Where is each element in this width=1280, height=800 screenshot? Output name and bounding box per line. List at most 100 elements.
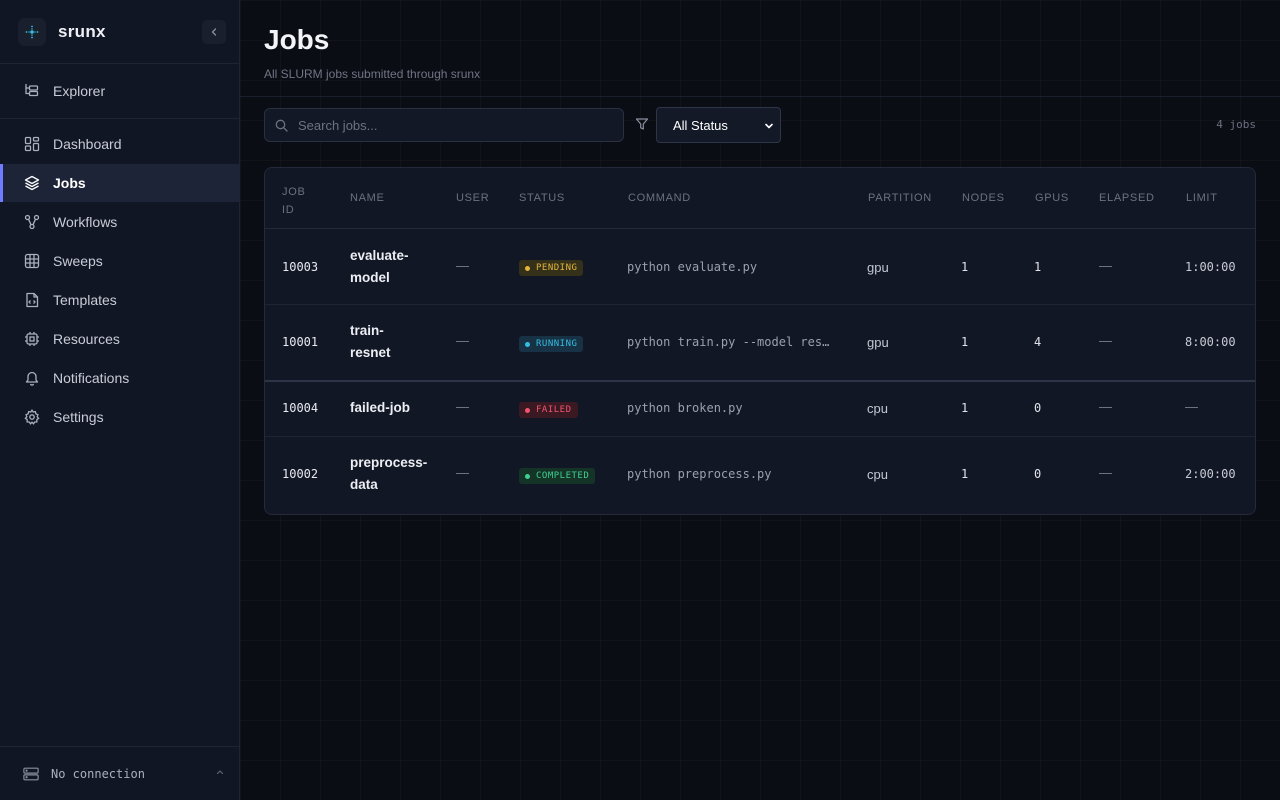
status-dot — [525, 341, 530, 347]
job-user: — — [456, 465, 469, 480]
cpu-icon — [24, 331, 40, 347]
job-partition: gpu — [867, 260, 889, 275]
job-elapsed: — — [1099, 258, 1112, 273]
sidebar-divider — [0, 118, 239, 119]
sidebar-item-settings[interactable]: Settings — [0, 398, 239, 436]
job-gpus: 0 — [1034, 401, 1042, 415]
search-icon — [275, 119, 288, 132]
job-partition: cpu — [867, 401, 888, 416]
job-command: python train.py --model res… — [627, 335, 830, 349]
folder-tree-icon — [24, 83, 40, 99]
status-dot — [525, 265, 530, 271]
status-dot — [525, 473, 530, 479]
job-name-line: train- — [350, 323, 384, 338]
file-code-icon — [24, 292, 40, 308]
column-header-nodes[interactable]: NODES — [962, 192, 1005, 204]
sidebar-item-jobs[interactable]: Jobs — [0, 164, 239, 202]
job-user: — — [456, 258, 469, 273]
table-row[interactable]: 10002 preprocess- data — COMPLETED pytho… — [265, 437, 1255, 514]
status-label: RUNNING — [536, 339, 578, 349]
bell-icon — [24, 370, 40, 386]
job-partition: gpu — [867, 335, 889, 350]
column-header-gpus[interactable]: GPUS — [1035, 192, 1069, 204]
sidebar-item-workflows[interactable]: Workflows — [0, 203, 239, 241]
grid-icon — [24, 253, 40, 269]
sidebar-item-label: Jobs — [53, 175, 86, 191]
job-limit: 8:00:00 — [1185, 335, 1236, 349]
job-name: failed-job — [350, 397, 410, 419]
app-name: srunx — [58, 22, 106, 41]
column-header-status[interactable]: STATUS — [519, 192, 565, 204]
filter-icon — [635, 118, 649, 130]
brand[interactable]: srunx — [18, 17, 106, 47]
status-label: COMPLETED — [536, 471, 590, 481]
status-badge: COMPLETED — [519, 468, 596, 484]
search-input[interactable] — [298, 117, 598, 133]
column-header-limit[interactable]: LIMIT — [1186, 192, 1218, 204]
sidebar-item-explorer[interactable]: Explorer — [0, 72, 239, 110]
gear-icon — [24, 409, 40, 425]
column-header-elapsed[interactable]: ELAPSED — [1099, 192, 1155, 204]
job-count: 4 jobs — [1216, 118, 1256, 131]
chevron-up-icon — [216, 770, 224, 775]
page-title: Jobs — [264, 24, 330, 55]
job-limit: 1:00:00 — [1185, 260, 1236, 274]
job-partition: cpu — [867, 467, 888, 482]
job-command: python broken.py — [627, 401, 743, 415]
layers-icon — [24, 175, 40, 191]
job-name: train- resnet — [350, 320, 391, 364]
sidebar-item-label: Sweeps — [53, 253, 103, 269]
table-row[interactable]: 10004 failed-job — FAILED python broken.… — [265, 382, 1255, 437]
job-name-line: resnet — [350, 345, 391, 360]
table-row[interactable]: 10001 train- resnet — RUNNING python tra… — [265, 305, 1255, 382]
job-nodes: 1 — [961, 335, 969, 349]
sidebar-item-sweeps[interactable]: Sweeps — [0, 242, 239, 280]
connection-selector[interactable]: No connection — [0, 746, 239, 800]
search-box[interactable] — [264, 108, 624, 142]
status-dot — [525, 407, 530, 413]
sidebar: srunx Explorer Dashboard Jobs — [0, 0, 240, 800]
job-gpus: 1 — [1034, 260, 1042, 274]
job-nodes: 1 — [961, 467, 969, 481]
sidebar-item-resources[interactable]: Resources — [0, 320, 239, 358]
job-elapsed: — — [1099, 465, 1112, 480]
job-gpus: 0 — [1034, 467, 1042, 481]
job-elapsed: — — [1099, 399, 1112, 414]
job-limit: 2:00:00 — [1185, 467, 1236, 481]
collapse-sidebar-button[interactable] — [202, 20, 226, 44]
job-user: — — [456, 333, 469, 348]
job-name-line: preprocess- — [350, 455, 428, 470]
column-header-name[interactable]: NAME — [350, 192, 385, 204]
job-user: — — [456, 399, 469, 414]
sidebar-divider — [0, 63, 239, 64]
page-subtitle: All SLURM jobs submitted through srunx — [264, 67, 481, 81]
sidebar-item-label: Workflows — [53, 214, 118, 230]
sidebar-item-dashboard[interactable]: Dashboard — [0, 125, 239, 163]
sidebar-item-notifications[interactable]: Notifications — [0, 359, 239, 397]
job-command: python preprocess.py — [627, 467, 772, 481]
column-header-user[interactable]: USER — [456, 192, 490, 204]
job-command: python evaluate.py — [627, 260, 758, 274]
table-row[interactable]: 10003 evaluate- model — PENDING python e… — [265, 229, 1255, 305]
job-name-line: data — [350, 477, 378, 492]
status-badge: RUNNING — [519, 336, 584, 352]
job-id: 10004 — [282, 401, 319, 415]
sidebar-item-label: Resources — [53, 331, 120, 347]
status-badge: PENDING — [519, 260, 584, 276]
column-header-command[interactable]: COMMAND — [628, 192, 691, 204]
job-name-line: model — [350, 270, 390, 285]
column-header-partition[interactable]: PARTITION — [868, 192, 932, 204]
status-filter-select[interactable]: All Status — [656, 107, 781, 143]
sidebar-item-templates[interactable]: Templates — [0, 281, 239, 319]
job-gpus: 4 — [1034, 335, 1042, 349]
job-id: 10001 — [282, 335, 319, 349]
sidebar-item-label: Notifications — [53, 370, 130, 386]
connection-status: No connection — [51, 766, 145, 781]
job-elapsed: — — [1099, 333, 1112, 348]
sidebar-item-label: Templates — [53, 292, 117, 308]
column-header-job-id[interactable]: JOB ID — [282, 186, 306, 216]
sidebar-item-label: Explorer — [53, 83, 106, 99]
status-filter-value: All Status — [673, 117, 728, 133]
job-name: evaluate- model — [350, 245, 409, 289]
chevron-down-icon — [765, 123, 773, 129]
